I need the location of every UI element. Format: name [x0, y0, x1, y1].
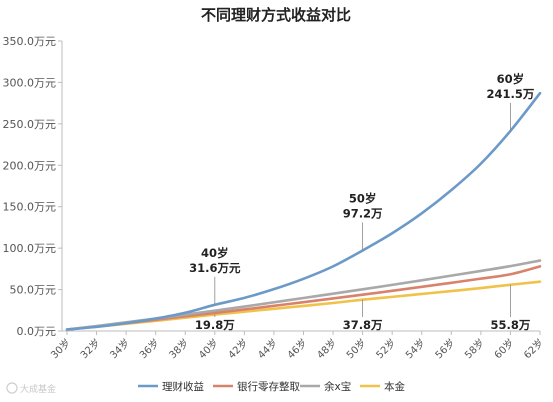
legend: 理财收益 银行零存整取 余x宝 本金: [138, 380, 405, 393]
y-tick-label: 250.0万元: [3, 118, 57, 131]
watermark-text: 大成基金: [20, 383, 56, 395]
x-tick-label: 62岁: [521, 336, 546, 361]
x-tick-label: 58岁: [462, 336, 487, 361]
x-tick-label: 40岁: [196, 336, 221, 361]
y-tick-label: 150.0万元: [3, 201, 57, 214]
x-tick-label: 56岁: [432, 336, 457, 361]
annotation-age: 40岁: [201, 246, 229, 260]
annotation-benjin-value: 37.8万: [343, 318, 383, 332]
chart-title: 不同理财方式收益对比: [201, 6, 351, 24]
y-tick-label: 350.0万元: [3, 35, 57, 48]
axes: 0.0万元 50.0万元 100.0万元 150.0万元 200.0万元 250.0万元 3…: [3, 35, 547, 361]
series-lines: [65, 91, 542, 331]
y-tick-label: 0.0万元: [17, 325, 57, 338]
annotation-value: 241.5万: [486, 87, 534, 101]
watermark: 大成基金: [6, 382, 56, 395]
x-tick-label: 52岁: [373, 336, 398, 361]
x-tick-label: 36岁: [137, 336, 162, 361]
x-tick-label: 38岁: [166, 336, 191, 361]
y-tick-label: 200.0万元: [3, 159, 57, 172]
y-tick-label: 300.0万元: [3, 76, 57, 89]
legend-label: 余x宝: [324, 380, 351, 393]
x-tick-label: 60岁: [491, 336, 516, 361]
legend-label: 银行零存整取: [237, 380, 300, 393]
x-tick-label: 34岁: [107, 336, 132, 361]
series-line-yu-x-bao: [65, 259, 542, 331]
legend-label: 本金: [384, 380, 405, 393]
y-tick-label: 50.0万元: [10, 284, 57, 297]
annotation-value: 31.6万元: [189, 261, 241, 275]
annotation-age: 60岁: [497, 72, 525, 86]
annotation-benjin-value: 55.8万: [491, 318, 531, 332]
y-tick-label: 100.0万元: [3, 242, 57, 255]
watermark-logo-icon: [6, 382, 18, 394]
x-tick-label: 54岁: [403, 336, 428, 361]
annotation-benjin-value: 19.8万: [195, 318, 235, 332]
x-tick-label: 46岁: [284, 336, 309, 361]
annotation-age: 50岁: [349, 191, 377, 205]
x-tick-label: 44岁: [255, 336, 280, 361]
x-tick-label: 32岁: [77, 336, 102, 361]
x-tick-label: 42岁: [225, 336, 250, 361]
series-line-licai-shouyi: [65, 91, 542, 331]
x-tick-label: 48岁: [314, 336, 339, 361]
legend-label: 理财收益: [162, 380, 204, 393]
x-tick-label: 30岁: [48, 336, 73, 361]
annotation-value: 97.2万: [343, 206, 383, 220]
x-tick-label: 50岁: [343, 336, 368, 361]
